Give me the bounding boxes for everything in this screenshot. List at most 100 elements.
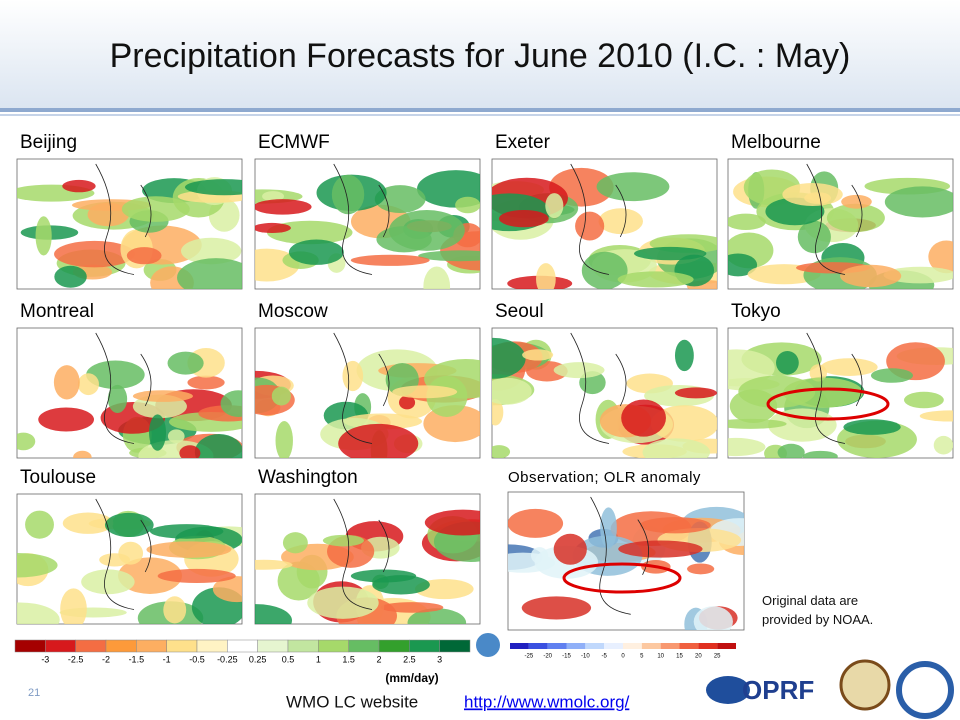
map-blob bbox=[521, 596, 592, 620]
olr-segment bbox=[717, 643, 736, 649]
olr-segment bbox=[528, 643, 548, 649]
map-blob bbox=[728, 253, 758, 277]
coastline bbox=[806, 163, 863, 275]
map-blob bbox=[596, 172, 670, 202]
olr-segment bbox=[566, 643, 586, 649]
panel-label: Washington bbox=[258, 467, 358, 488]
highlight bbox=[766, 387, 890, 421]
coastline bbox=[95, 332, 152, 444]
map-blob bbox=[255, 604, 293, 624]
map-blob bbox=[177, 258, 242, 289]
map-blob bbox=[77, 373, 99, 396]
map-blob bbox=[338, 423, 419, 458]
map-blob bbox=[575, 211, 605, 241]
olr-label: 25 bbox=[714, 654, 721, 660]
map-blob bbox=[840, 264, 902, 288]
website-label: WMO LC website bbox=[286, 692, 418, 711]
map-blob bbox=[38, 407, 94, 432]
colorbar-segment bbox=[378, 639, 410, 653]
map-blob bbox=[307, 586, 379, 619]
map-blob bbox=[121, 196, 190, 222]
map-field bbox=[17, 163, 242, 289]
olr-segment bbox=[547, 643, 567, 649]
map-field bbox=[492, 163, 717, 289]
olr-label: 5 bbox=[640, 654, 644, 660]
map-blob bbox=[184, 179, 242, 196]
map-blob bbox=[53, 365, 80, 400]
colorbar-label: 3 bbox=[437, 654, 442, 664]
panel-label: Melbourne bbox=[731, 132, 821, 153]
colorbar-segment bbox=[14, 639, 46, 653]
panel-label: Toulouse bbox=[20, 467, 96, 488]
colorbar-label: -0.25 bbox=[217, 654, 238, 664]
map-blob bbox=[455, 196, 480, 214]
map-blob bbox=[86, 360, 145, 390]
map-blob bbox=[883, 266, 953, 284]
coastline bbox=[95, 163, 152, 275]
map-blob bbox=[25, 510, 54, 539]
map-blob bbox=[392, 385, 458, 399]
colorbar-segment bbox=[348, 639, 380, 653]
map-blob bbox=[553, 533, 587, 565]
website-link[interactable]: http://www.wmolc.org/ bbox=[464, 692, 630, 711]
map-blob bbox=[522, 349, 554, 361]
map-blob bbox=[388, 210, 465, 251]
map-blob bbox=[797, 220, 831, 254]
coastline bbox=[570, 332, 627, 444]
olr-segment bbox=[679, 643, 699, 649]
map-blob bbox=[62, 512, 114, 534]
colorbar-label: 0.5 bbox=[282, 654, 295, 664]
map-blob bbox=[99, 553, 131, 567]
map-blob bbox=[843, 419, 901, 435]
olr-label: -5 bbox=[601, 654, 607, 660]
map-blob bbox=[545, 193, 564, 219]
header-rule bbox=[0, 108, 960, 112]
map-blob bbox=[674, 387, 717, 399]
map-blob bbox=[687, 563, 715, 575]
map-blob bbox=[380, 602, 444, 613]
map-blob bbox=[322, 534, 364, 547]
colorbar-label: 0.25 bbox=[249, 654, 267, 664]
map-blob bbox=[17, 602, 60, 624]
map-blob bbox=[424, 509, 480, 536]
map-blob bbox=[841, 194, 872, 209]
map-blob bbox=[642, 438, 711, 458]
map-field bbox=[492, 332, 717, 458]
coastline bbox=[590, 496, 649, 615]
highlight bbox=[562, 562, 682, 594]
map-blob bbox=[255, 559, 293, 570]
map-blob bbox=[255, 222, 291, 234]
map-blob bbox=[60, 588, 87, 624]
map-blob bbox=[35, 216, 52, 256]
map-blob bbox=[179, 445, 201, 458]
colorbar-label: 2 bbox=[376, 654, 381, 664]
panel-label: Montreal bbox=[20, 301, 94, 322]
map-blob bbox=[180, 237, 242, 265]
olr-label: -15 bbox=[562, 654, 571, 660]
map-blob bbox=[492, 445, 511, 458]
map-blob bbox=[194, 433, 242, 458]
observation-map bbox=[507, 491, 745, 631]
panels: Beijing ECMWF Exeter Melbourne Montreal Mosco… bbox=[16, 132, 954, 625]
map-blob bbox=[933, 435, 953, 455]
map-blob bbox=[499, 209, 549, 228]
colorbar-segment bbox=[287, 639, 319, 653]
colorbar-segment bbox=[105, 639, 137, 653]
map-blob bbox=[126, 247, 162, 265]
colorbar-segment bbox=[409, 639, 440, 653]
map-blob bbox=[536, 263, 556, 289]
map-blob bbox=[167, 429, 185, 444]
map-blob bbox=[149, 414, 167, 451]
colorbar-label: -2.5 bbox=[68, 654, 84, 664]
coastline bbox=[95, 498, 152, 610]
map-blob bbox=[768, 408, 837, 442]
map-blob bbox=[674, 339, 694, 372]
panel-label: Tokyo bbox=[731, 301, 781, 322]
map-blob bbox=[621, 399, 666, 437]
note-line: Original data are bbox=[762, 593, 858, 608]
map-blob bbox=[288, 239, 344, 265]
colorbar-segment bbox=[227, 639, 258, 653]
coastline bbox=[333, 332, 390, 444]
map-blob bbox=[149, 524, 224, 539]
map-blob bbox=[776, 350, 799, 375]
